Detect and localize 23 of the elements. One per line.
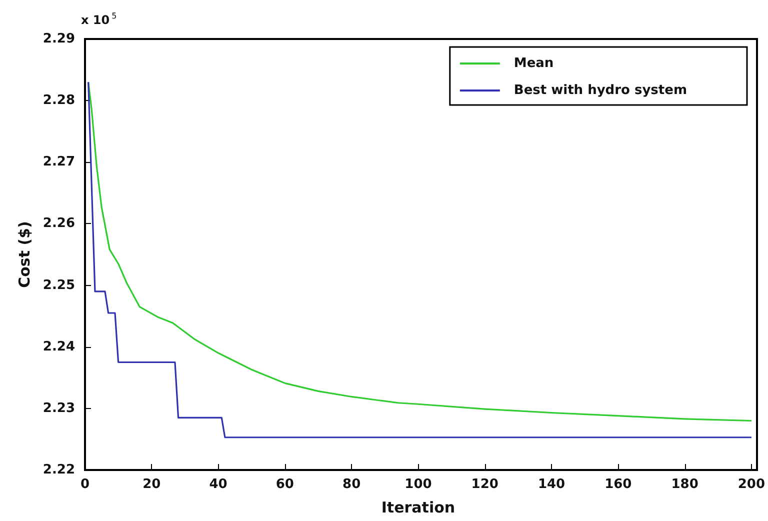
- x-tick-label: 60: [276, 477, 294, 492]
- x-tick-label: 120: [471, 477, 498, 492]
- y-tick-label: 2.25: [42, 278, 75, 293]
- x-tick-label: 40: [209, 477, 228, 492]
- y-tick-label: 2.22: [42, 462, 75, 478]
- x-tick-label: 0: [80, 477, 90, 492]
- legend-label: Mean: [514, 56, 554, 71]
- x-tick-label: 140: [538, 477, 566, 492]
- y-axis-title: Cost ($): [16, 221, 34, 288]
- x-tick-label: 160: [604, 477, 632, 492]
- x-tick-label: 80: [342, 477, 361, 492]
- x-axis-title: Iteration: [381, 498, 456, 516]
- y-tick-label: 2.26: [42, 216, 75, 232]
- legend-label: Best with hydro system: [514, 83, 688, 98]
- x-tick-label: 180: [671, 477, 698, 492]
- x-tick-label: 200: [738, 477, 765, 492]
- y-tick-label: 2.28: [42, 93, 75, 108]
- y-tick-label: 2.23: [42, 400, 75, 416]
- y-tick-label: 2.29: [42, 32, 75, 46]
- x-tick-label: 20: [142, 477, 161, 492]
- y-tick-label: 2.24: [42, 339, 75, 354]
- y-tick-label: 2.27: [42, 154, 75, 170]
- x-tick-label: 100: [404, 477, 432, 492]
